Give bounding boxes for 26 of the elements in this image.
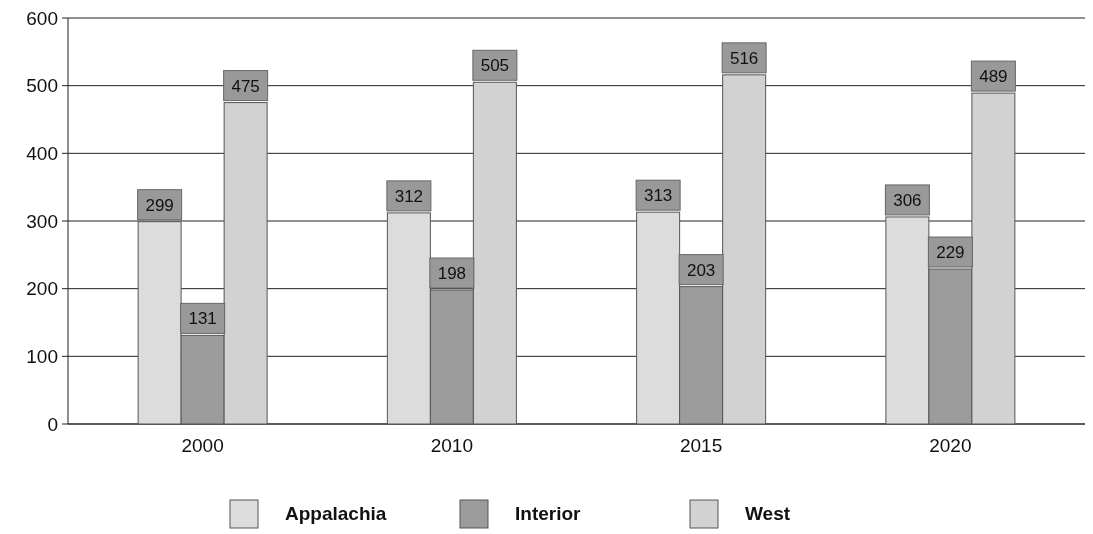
data-label: 516 [729,48,759,68]
y-tick-label: 600 [26,7,58,29]
y-tick-label: 400 [26,142,58,164]
data-label: 131 [188,309,217,329]
y-tick-label: 0 [47,413,58,435]
data-label: 475 [231,76,260,96]
legend-label: Appalachia [285,503,387,524]
legend-label: Interior [515,503,582,524]
x-tick-label: 2010 [430,435,474,456]
x-tick-label: 2015 [679,435,723,456]
data-label: 198 [437,264,467,284]
legend-label: West [745,503,791,524]
x-tick-label: 2000 [181,435,224,456]
y-tick-label: 200 [26,278,58,300]
data-label: 229 [936,243,965,263]
data-label: 505 [480,56,510,76]
y-tick-label: 100 [26,345,58,367]
data-label: 203 [686,260,716,280]
y-tick-label: 300 [26,210,58,232]
data-label: 312 [394,186,424,206]
data-label: 306 [893,190,922,210]
data-label: 299 [145,195,174,215]
x-tick-label: 2020 [929,435,972,456]
data-label: 489 [979,67,1008,87]
y-tick-label: 500 [26,75,58,97]
data-label: 313 [643,186,673,206]
